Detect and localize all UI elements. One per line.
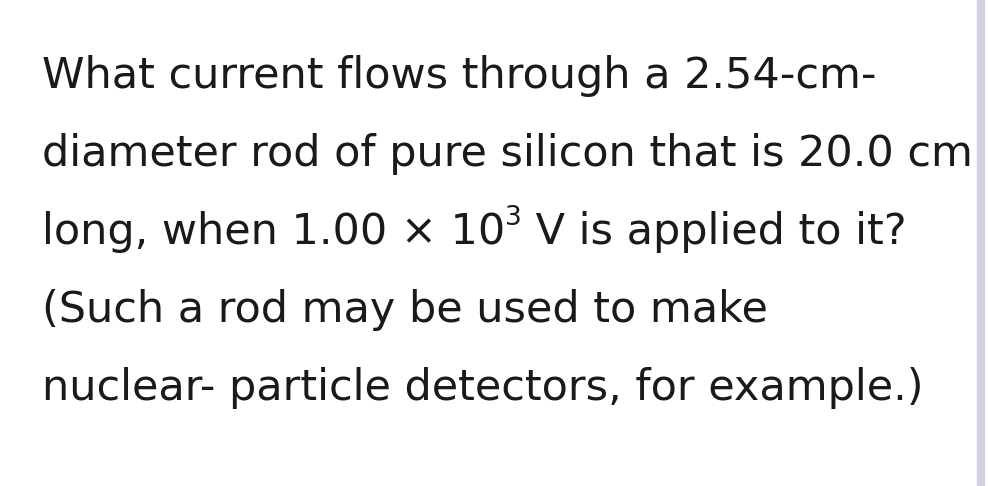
Text: (Such a rod may be used to make: (Such a rod may be used to make	[42, 289, 767, 331]
Text: 3: 3	[505, 205, 522, 231]
Text: nuclear- particle detectors, for example.): nuclear- particle detectors, for example…	[42, 367, 924, 409]
Text: V is applied to it?: V is applied to it?	[522, 211, 907, 253]
Text: long, when 1.00 × 10: long, when 1.00 × 10	[42, 211, 505, 253]
Text: diameter rod of pure silicon that is 20.0 cm: diameter rod of pure silicon that is 20.…	[42, 133, 973, 175]
Text: What current flows through a 2.54-cm-: What current flows through a 2.54-cm-	[42, 55, 876, 97]
